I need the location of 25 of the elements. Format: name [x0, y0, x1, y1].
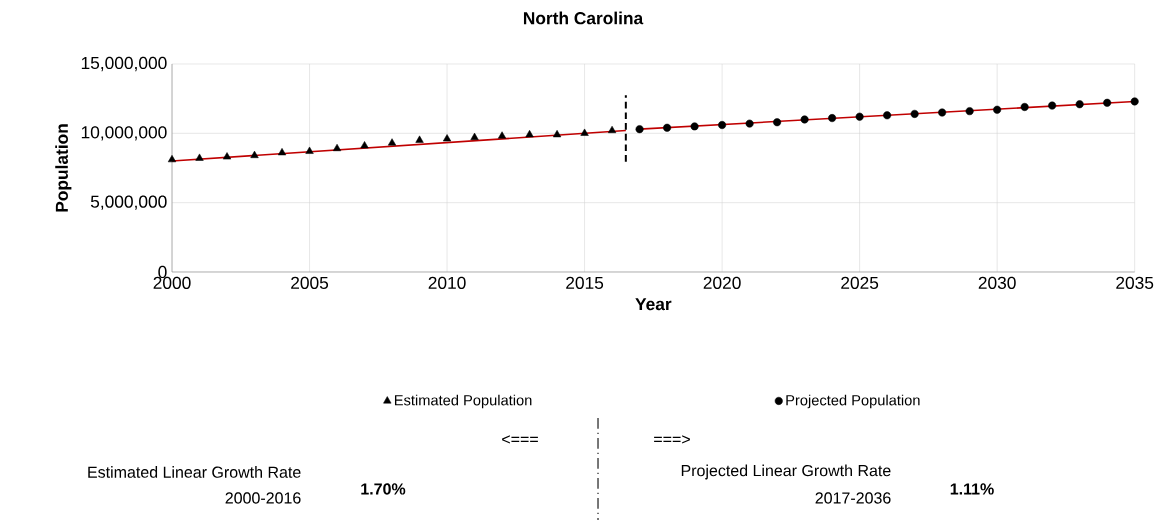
legend-label: Estimated Population [394, 394, 532, 409]
y-axis-title: Population [55, 124, 72, 212]
text: Projected Linear Growth Rate [681, 464, 891, 480]
x-tick-label: 2005 [291, 276, 329, 289]
text: 1.11% [950, 483, 994, 495]
x-tick-label: 2015 [566, 276, 604, 289]
chart-title: North Carolina [523, 11, 644, 25]
text: <=== [502, 435, 538, 444]
y-tick-label: 0 [158, 265, 167, 279]
text: 2000-2016 [225, 492, 301, 504]
y-tick-label: 5,000,000 [90, 195, 167, 210]
text: Estimated Linear Growth Rate [88, 466, 301, 478]
y-tick-label: 15,000,000 [81, 56, 167, 72]
x-tick-label: 2010 [428, 276, 466, 289]
x-tick-label: 2020 [703, 276, 741, 289]
text: ===> [654, 435, 690, 444]
x-tick-label: 2035 [1116, 276, 1154, 289]
legend-label: Projected Population [786, 394, 920, 409]
x-tick-label: 2025 [841, 276, 879, 289]
x-axis-title: Year [635, 298, 672, 311]
x-tick-label: 2030 [978, 276, 1016, 289]
text: 2017-2036 [815, 492, 891, 504]
y-tick-label: 10,000,000 [81, 126, 167, 141]
x-tick-label: 2000 [153, 276, 191, 289]
text: 1.70% [361, 483, 406, 495]
